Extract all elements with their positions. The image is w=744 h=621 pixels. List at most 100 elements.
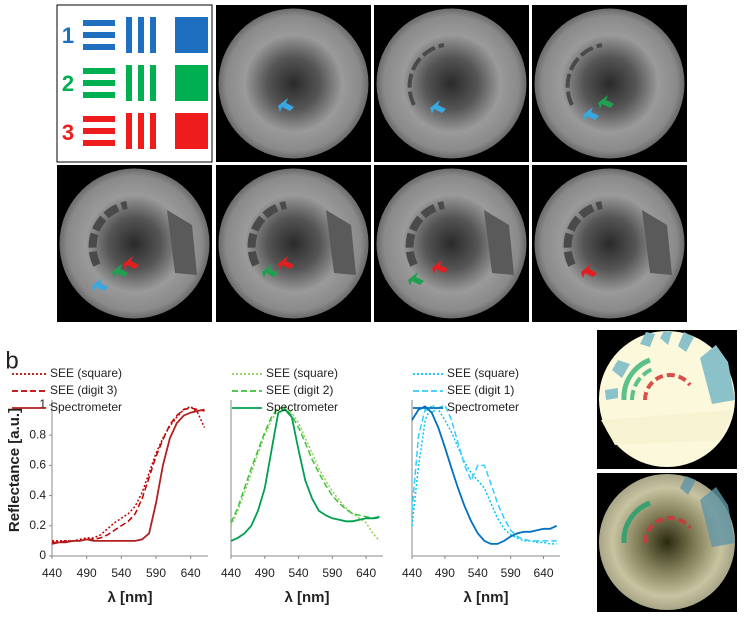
- arrow: [430, 100, 446, 114]
- y-tick-label: 0.8: [29, 427, 46, 441]
- micrograph: [532, 5, 687, 162]
- micrograph: [216, 165, 371, 322]
- legend-label: SEE (digit 1): [447, 383, 514, 397]
- series-line: [52, 407, 205, 544]
- series-line: [411, 405, 558, 545]
- micrograph: [374, 165, 529, 322]
- micrograph: [532, 165, 687, 322]
- key-bar: [83, 32, 115, 38]
- x-tick-label: 540: [468, 566, 488, 580]
- x-tick-label: 590: [322, 566, 342, 580]
- series-line: [230, 405, 381, 542]
- arrow: [278, 256, 294, 270]
- key-square: [175, 65, 208, 101]
- pattern-shadow: [484, 210, 514, 275]
- x-tick-label: 590: [501, 566, 521, 580]
- micrograph: [216, 5, 371, 162]
- legend-label: SEE (digit 3): [50, 383, 117, 397]
- key-bar: [138, 65, 144, 101]
- x-tick-label: 440: [402, 566, 422, 580]
- key-square: [175, 113, 208, 149]
- legend-label: Spectrometer: [50, 400, 122, 414]
- pattern-shadow: [88, 201, 128, 267]
- series-line: [411, 404, 557, 542]
- x-tick-label: 640: [181, 566, 201, 580]
- micrograph-field: [534, 168, 685, 319]
- panel-label: b: [5, 347, 18, 374]
- legend-label: Spectrometer: [447, 400, 519, 414]
- x-tick-label: 540: [111, 566, 131, 580]
- key-bar: [83, 140, 115, 146]
- x-axis-label: λ [nm]: [108, 589, 153, 606]
- pattern-shadow: [565, 43, 603, 106]
- x-tick-label: 440: [221, 566, 241, 580]
- micrograph: [57, 165, 212, 322]
- key-bar: [126, 113, 132, 149]
- micrograph-field: [218, 8, 369, 159]
- y-tick-label: 0.4: [29, 488, 46, 502]
- micrograph: [374, 5, 529, 162]
- arrow: [432, 260, 448, 274]
- arrow: [262, 264, 278, 278]
- arrow: [408, 272, 424, 286]
- y-axis-label: Reflectance [a.u.]: [6, 408, 23, 532]
- x-tick-label: 540: [289, 566, 309, 580]
- arrow: [92, 278, 108, 292]
- y-tick-label: 0.6: [29, 458, 46, 472]
- x-tick-label: 490: [255, 566, 275, 580]
- key-digit: 2: [62, 71, 74, 96]
- micrograph-field: [218, 168, 369, 319]
- arrow: [583, 107, 599, 121]
- x-tick-label: 440: [42, 566, 62, 580]
- legend-label: SEE (square): [50, 366, 122, 380]
- key-bar: [83, 68, 115, 74]
- micrograph-field: [534, 8, 685, 159]
- key-bar: [83, 20, 115, 26]
- legend-label: SEE (digit 2): [266, 383, 333, 397]
- series-line: [230, 407, 380, 524]
- pattern-shadow: [407, 43, 445, 106]
- pattern-shadow: [563, 201, 603, 267]
- series-line: [411, 403, 557, 545]
- legend-label: SEE (square): [266, 366, 338, 380]
- key-bar: [126, 65, 132, 101]
- series-line: [51, 408, 205, 545]
- x-tick-label: 490: [77, 566, 97, 580]
- micrograph-field: [59, 168, 210, 319]
- pattern-shadow: [405, 201, 445, 267]
- x-tick-label: 490: [435, 566, 455, 580]
- key-bar: [83, 116, 115, 122]
- pattern-shadow: [326, 210, 356, 275]
- key-digit: 3: [62, 120, 74, 145]
- legend-label: Spectrometer: [266, 400, 338, 414]
- arrow: [581, 264, 597, 278]
- key-bar: [150, 113, 156, 149]
- key-bar: [83, 92, 115, 98]
- key-bar: [83, 80, 115, 86]
- pattern-shadow: [167, 210, 197, 275]
- key-bar: [138, 113, 144, 149]
- arrow: [278, 98, 294, 112]
- key-bar: [83, 128, 115, 134]
- key-bar: [138, 17, 144, 53]
- arrow: [123, 256, 139, 270]
- y-tick-label: 0.2: [29, 518, 46, 532]
- arrow: [112, 264, 128, 278]
- y-tick-label: 0: [39, 548, 46, 562]
- x-tick-label: 590: [146, 566, 166, 580]
- y-tick-label: 1: [39, 397, 46, 411]
- x-axis-label: λ [nm]: [285, 589, 330, 606]
- x-tick-label: 640: [534, 566, 554, 580]
- panel-c: [597, 330, 737, 612]
- micrograph-field: [376, 8, 527, 159]
- key-square: [175, 17, 208, 53]
- x-axis-label: λ [nm]: [464, 589, 509, 606]
- key-bar: [150, 65, 156, 101]
- key-bar: [150, 17, 156, 53]
- pattern-shadow: [247, 201, 287, 267]
- pattern-shadow: [642, 210, 672, 275]
- x-tick-label: 640: [356, 566, 376, 580]
- arrow: [598, 95, 614, 109]
- series-line: [230, 408, 380, 542]
